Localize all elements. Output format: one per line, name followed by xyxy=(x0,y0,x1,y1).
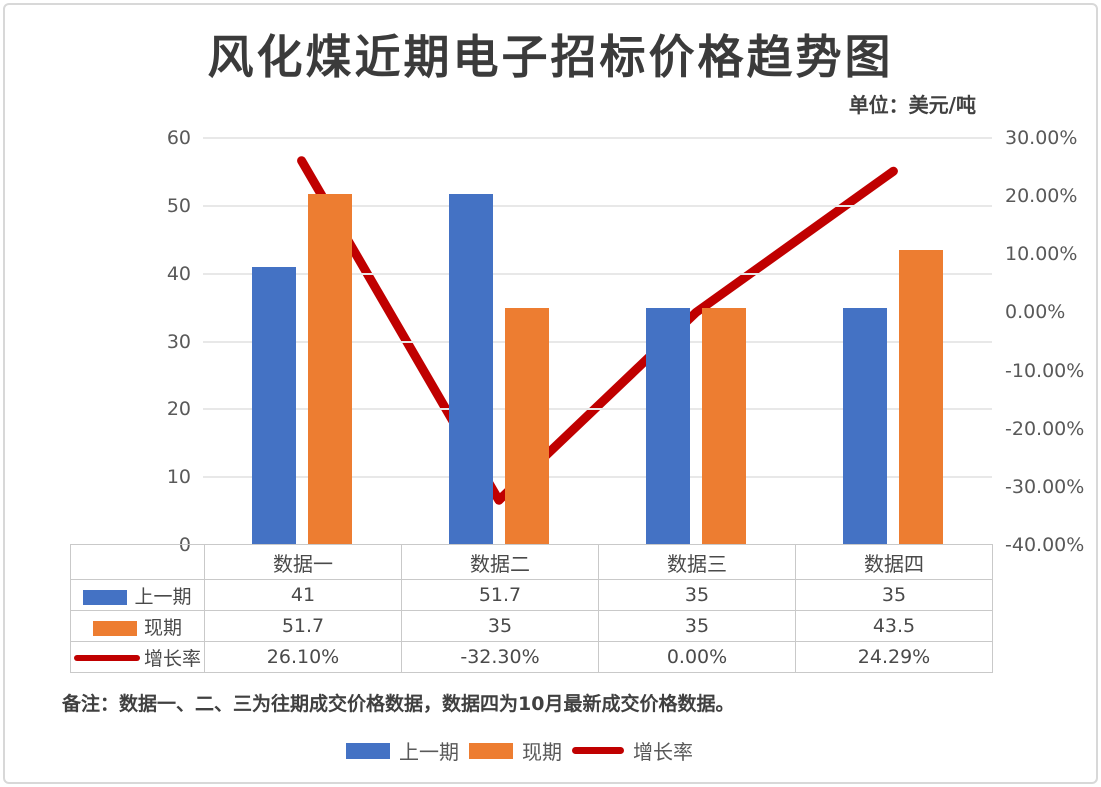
bar-previous-3 xyxy=(646,307,691,545)
legend-growth-label: 增长率 xyxy=(633,740,693,764)
left-axis-tick: 50 xyxy=(166,194,191,217)
table-cell: 51.7 xyxy=(401,579,599,611)
table-corner-blank xyxy=(70,544,205,580)
right-axis-tick: -30.00% xyxy=(1005,475,1085,498)
bar-previous-2 xyxy=(448,194,493,545)
table-cell: 51.7 xyxy=(204,610,402,642)
category-header: 数据三 xyxy=(598,544,796,580)
legend-key-current-swatch xyxy=(92,620,137,636)
footnote: 备注：数据一、二、三为往期成交价格数据，数据四为10月最新成交价格数据。 xyxy=(62,693,735,715)
legend-previous-label: 上一期 xyxy=(399,740,459,764)
table-cell: 35 xyxy=(598,579,796,611)
table-cell: 43.5 xyxy=(795,610,993,642)
bar-previous-4 xyxy=(843,307,888,545)
data-table: 数据一 数据二 数据三 数据四 上一期 41 51.7 35 35 现期 51.… xyxy=(70,544,993,673)
gridline xyxy=(203,272,992,275)
left-axis-tick: 20 xyxy=(166,398,191,421)
right-axis-tick: 10.00% xyxy=(1005,243,1078,266)
chart-title: 风化煤近期电子招标价格趋势图 xyxy=(207,30,894,84)
bar-current-3 xyxy=(702,307,747,545)
row-label-text: 现期 xyxy=(143,616,182,639)
row-label-growth: 增长率 xyxy=(70,641,205,673)
chart-frame: 风化煤近期电子招标价格趋势图 单位：美元/吨 60 50 40 30 20 10 0 30.0… xyxy=(3,3,1098,784)
legend-item-growth: 增长率 xyxy=(572,736,693,765)
bar-current-1 xyxy=(307,194,352,545)
legend-key-previous-swatch xyxy=(83,589,128,605)
plot-area: 60 50 40 30 20 10 0 30.00% 20.00% 10.00% 0.00% -10.… xyxy=(5,5,1096,782)
legend-current-label: 现期 xyxy=(522,740,562,764)
bar-current-4 xyxy=(899,249,944,545)
table-cell: 26.10% xyxy=(204,641,402,673)
left-axis-tick: 30 xyxy=(166,330,191,353)
legend-item-previous: 上一期 xyxy=(346,736,459,765)
right-axis-tick: 0.00% xyxy=(1005,301,1066,324)
table-row-current: 现期 51.7 35 35 43.5 xyxy=(70,610,993,642)
row-label-previous: 上一期 xyxy=(70,579,205,611)
table-cell: 41 xyxy=(204,579,402,611)
right-axis-tick: 20.00% xyxy=(1005,185,1078,208)
left-axis-tick: 40 xyxy=(166,262,191,285)
row-label-text: 增长率 xyxy=(143,647,201,670)
growth-rate-line xyxy=(297,156,898,505)
legend-current-swatch xyxy=(469,742,513,759)
gridline xyxy=(203,408,992,411)
bar-current-2 xyxy=(504,307,549,545)
gridline xyxy=(203,340,992,343)
legend-item-current: 现期 xyxy=(469,736,562,765)
table-cell: -32.30% xyxy=(401,641,599,673)
legend-previous-swatch xyxy=(346,742,390,759)
table-row-previous: 上一期 41 51.7 35 35 xyxy=(70,579,993,611)
right-axis-tick: -10.00% xyxy=(1005,359,1085,382)
category-header: 数据二 xyxy=(401,544,599,580)
legend: 上一期 现期 增长率 xyxy=(5,736,1034,765)
table-header-row: 数据一 数据二 数据三 数据四 xyxy=(70,544,993,580)
gridline xyxy=(203,137,992,139)
left-axis-tick: 10 xyxy=(166,466,191,489)
category-header: 数据一 xyxy=(204,544,402,580)
table-row-growth: 增长率 26.10% -32.30% 0.00% 24.29% xyxy=(70,641,993,673)
right-axis-tick: 30.00% xyxy=(1005,127,1078,149)
right-axis-tick: -40.00% xyxy=(1005,534,1085,556)
category-header: 数据四 xyxy=(795,544,993,580)
table-cell: 24.29% xyxy=(795,641,993,673)
row-label-current: 现期 xyxy=(70,610,205,642)
table-cell: 35 xyxy=(795,579,993,611)
unit-label: 单位：美元/吨 xyxy=(848,93,976,117)
left-axis-tick: 60 xyxy=(166,127,191,149)
table-cell: 35 xyxy=(401,610,599,642)
legend-key-growth-swatch xyxy=(73,654,140,661)
table-cell: 0.00% xyxy=(598,641,796,673)
row-label-text: 上一期 xyxy=(134,585,192,608)
right-axis-tick: -20.00% xyxy=(1005,417,1085,440)
gridline xyxy=(203,476,992,479)
bar-previous-1 xyxy=(251,266,296,545)
legend-growth-swatch xyxy=(572,747,624,754)
table-cell: 35 xyxy=(598,610,796,642)
gridline xyxy=(203,204,992,207)
